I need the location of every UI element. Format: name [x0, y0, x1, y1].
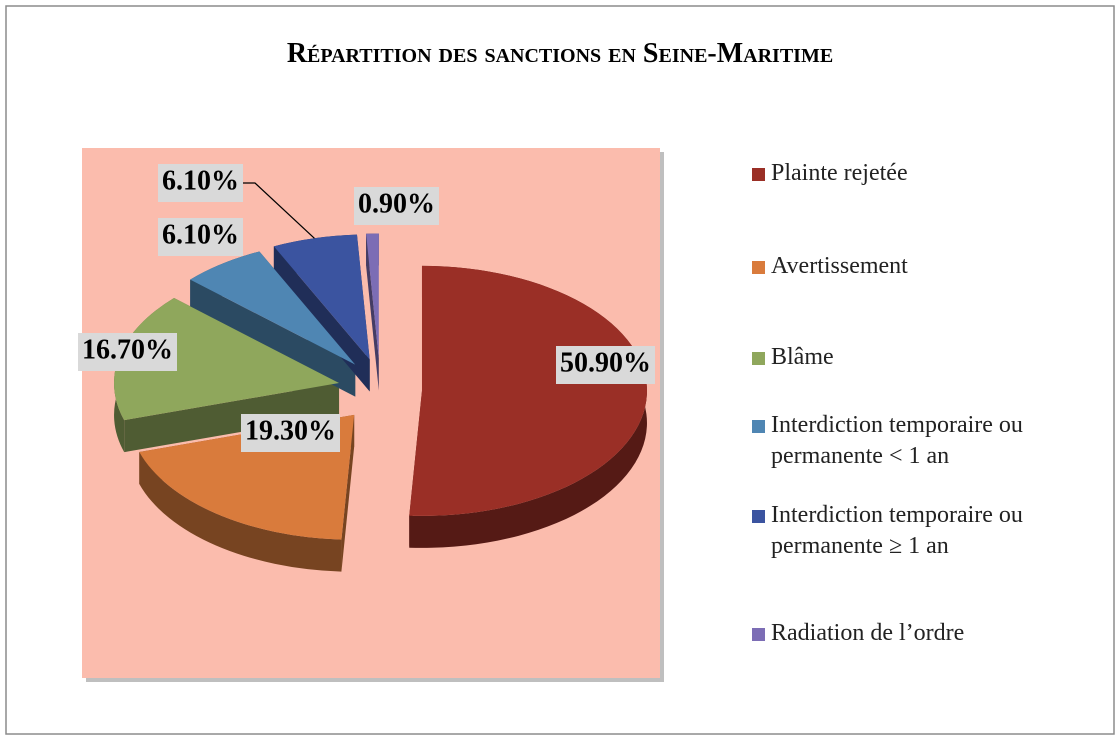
data-label: 0.90%: [358, 188, 435, 219]
legend-label: Radiation de l’ordre: [771, 620, 965, 646]
legend-label: Avertissement: [771, 253, 908, 279]
leader-line: [243, 182, 315, 239]
legend-entry: Avertissement: [752, 251, 1112, 282]
legend-swatch: [752, 352, 765, 365]
chart-title: Répartition des sanctions en Seine-Marit…: [287, 38, 833, 69]
legend-entry: Radiation de l’ordre: [752, 618, 1112, 649]
legend-swatch: [752, 420, 765, 433]
labels: 50.90% 19.30% 16.70% 6.10% 6.10% 0.90%: [78, 164, 655, 452]
legend-label: Blâme: [771, 344, 834, 370]
slice-wall: [124, 383, 340, 453]
slice: [366, 233, 379, 359]
legend-entry: Interdiction temporaire ou permanente ≥ …: [752, 500, 1112, 562]
legend-swatch: [752, 261, 765, 274]
data-label-bg: [158, 164, 243, 202]
data-label-bg: [354, 187, 439, 225]
data-label: 16.70%: [82, 334, 173, 365]
slice: [273, 234, 370, 360]
slice-wall: [366, 233, 379, 391]
slice-side: [139, 451, 342, 572]
data-label-bg: [78, 333, 177, 371]
legend-swatch: [752, 628, 765, 641]
legend-entry: Blâme: [752, 342, 1112, 373]
legend-entry: Plainte rejetée: [752, 158, 1112, 189]
data-label: 6.10%: [162, 219, 239, 250]
legend-label: Plainte rejetée: [771, 160, 908, 186]
legend-label: Interdiction temporaire ou permanente ≥ …: [771, 502, 1023, 559]
data-label: 6.10%: [162, 165, 239, 196]
data-label: 50.90%: [560, 347, 651, 378]
data-label-bg: [158, 218, 243, 256]
legend-swatch: [752, 510, 765, 523]
data-label-bg: [241, 414, 340, 452]
slice: [190, 251, 356, 365]
data-label-bg: [556, 346, 655, 384]
slice-wall: [341, 414, 355, 572]
legend-swatch: [752, 168, 765, 181]
legend-entry: Interdiction temporaire ou permanente < …: [752, 410, 1112, 472]
data-label: 19.30%: [245, 415, 336, 446]
slice: [114, 298, 340, 421]
slice-wall: [190, 279, 356, 397]
legend-label: Interdiction temporaire ou permanente < …: [771, 412, 1023, 469]
slice: [409, 265, 647, 516]
